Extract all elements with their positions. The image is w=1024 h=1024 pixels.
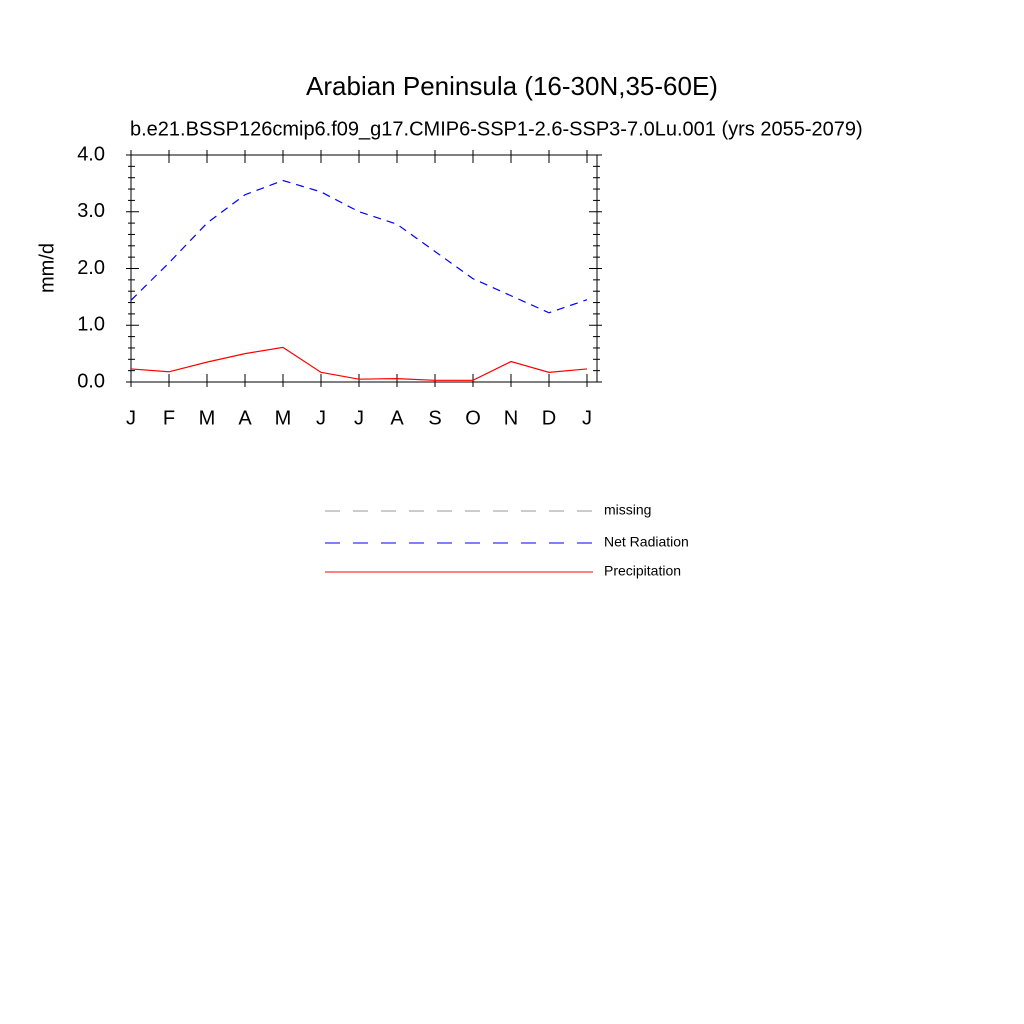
x-tick-label: N <box>504 407 518 429</box>
series-line <box>130 179 588 314</box>
y-tick-label: 4.0 <box>77 143 105 165</box>
y-tick-label: 0.0 <box>77 370 105 392</box>
x-tick-label: D <box>542 407 556 429</box>
x-tick-label: M <box>275 407 292 429</box>
x-tick-label: J <box>354 407 364 429</box>
x-tick-label: J <box>126 407 136 429</box>
plot-frame <box>130 154 598 383</box>
x-tick-label: M <box>199 407 216 429</box>
x-tick-label: J <box>582 407 592 429</box>
x-tick-label: A <box>390 407 404 429</box>
x-tick-label: O <box>465 407 481 429</box>
y-axis-label: mm/d <box>36 243 58 293</box>
legend-label: Net Radiation <box>604 534 689 550</box>
series-line <box>130 346 588 381</box>
x-tick-label: F <box>163 407 175 429</box>
y-tick-label: 1.0 <box>77 314 105 336</box>
chart-title: Arabian Peninsula (16-30N,35-60E) <box>306 71 718 101</box>
legend-label: missing <box>604 502 651 518</box>
chart-subtitle: b.e21.BSSP126cmip6.f09_g17.CMIP6-SSP1-2.… <box>130 118 863 140</box>
y-tick-label: 3.0 <box>77 200 105 222</box>
x-tick-label: A <box>238 407 252 429</box>
y-tick-label: 2.0 <box>77 257 105 279</box>
x-tick-label: S <box>428 407 441 429</box>
x-tick-label: J <box>316 407 326 429</box>
legend-label: Precipitation <box>604 563 681 579</box>
